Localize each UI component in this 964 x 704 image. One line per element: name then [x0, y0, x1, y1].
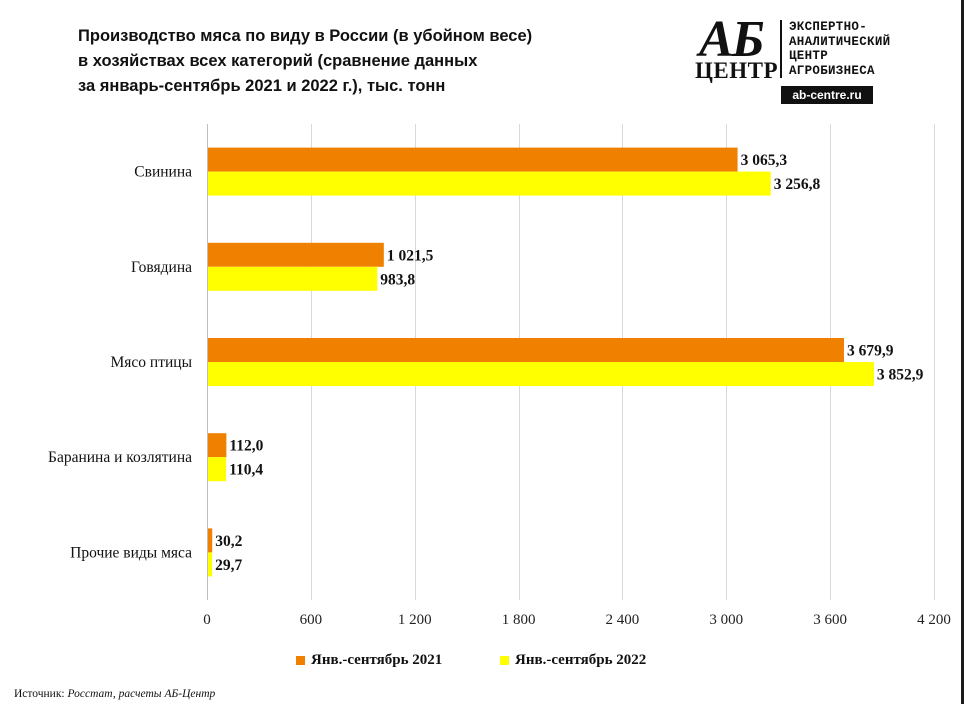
bar-s0-c0 [207, 147, 738, 172]
bar-s1-c2 [207, 362, 874, 386]
category-label-3: Баранина и козлятина [48, 449, 192, 466]
data-label-s0-c2: 3 679,9 [847, 343, 894, 360]
data-label-s1-c1: 983,8 [380, 271, 415, 288]
legend-swatch-2022 [500, 656, 509, 665]
logo-divider [780, 20, 782, 78]
chart-legend: Янв.-сентябрь 2021 Янв.-сентябрь 2022 [0, 652, 964, 672]
logo-text-line-4: АГРОБИЗНЕСА [789, 63, 875, 78]
bar-s0-c3 [207, 433, 227, 458]
data-label-s1-c3: 110,4 [229, 462, 263, 479]
x-tick-label-2: 1 200 [398, 612, 432, 628]
legend-item-2022: Янв.-сентябрь 2022 [500, 652, 646, 669]
category-label-0: Свинина [134, 164, 192, 181]
data-label-s0-c0: 3 065,3 [741, 152, 788, 169]
legend-label-2022: Янв.-сентябрь 2022 [515, 652, 647, 668]
x-tick-label-5: 3 000 [709, 612, 743, 628]
bar-s1-c3 [207, 457, 227, 482]
source-label: Источник: [14, 688, 65, 700]
data-label-s1-c4: 29,7 [215, 557, 242, 574]
data-label-s0-c3: 112,0 [229, 438, 263, 455]
data-label-s1-c0: 3 256,8 [774, 176, 821, 193]
data-label-s0-c4: 30,2 [215, 533, 242, 550]
logo-text-line-1: ЭКСПЕРТНО- [789, 20, 868, 34]
bar-s1-c1 [207, 266, 378, 291]
source-note: Источник: Росстат, расчеты АБ-Центр [14, 688, 215, 700]
category-label-1: Говядина [131, 259, 192, 276]
title-line-2: в хозяйствах всех категорий (сравнение д… [78, 52, 478, 70]
window-right-edge [961, 0, 964, 704]
ab-centre-logo: АБ ЦЕНТР ЭКСПЕРТНО- АНАЛИТИЧЕСКИЙ ЦЕНТР … [693, 11, 945, 106]
logo-mark-top: АБ [699, 11, 765, 68]
x-tick-label-1: 600 [300, 612, 323, 628]
bar-s1-c0 [207, 171, 771, 196]
x-tick-label-0: 0 [203, 612, 211, 628]
x-tick-label-4: 2 400 [606, 612, 640, 628]
legend-swatch-2021 [296, 656, 305, 665]
x-tick-label-7: 4 200 [917, 612, 951, 628]
bar-s1-c4 [207, 552, 213, 577]
logo-text-line-2: АНАЛИТИЧЕСКИЙ [789, 34, 891, 49]
title-line-1: Производство мяса по виду в России (в уб… [78, 27, 533, 45]
legend-item-2021: Янв.-сентябрь 2021 [296, 652, 442, 669]
chart-title: Производство мяса по виду в России (в уб… [78, 24, 678, 99]
bar-s0-c2 [207, 338, 844, 362]
source-text: Росстат, расчеты АБ-Центр [67, 688, 216, 700]
logo-text-line-3: ЦЕНТР [789, 49, 829, 63]
category-label-2: Мясо птицы [111, 354, 193, 371]
bar-s0-c1 [207, 242, 384, 267]
legend-label-2021: Янв.-сентябрь 2021 [311, 652, 443, 668]
logo-mark-bottom: ЦЕНТР [695, 58, 779, 83]
x-tick-label-3: 1 800 [502, 612, 536, 628]
x-tick-label-6: 3 600 [813, 612, 847, 628]
logo-text: ЭКСПЕРТНО- АНАЛИТИЧЕСКИЙ ЦЕНТР АГРОБИЗНЕ… [789, 20, 890, 78]
title-line-3: за январь-сентябрь 2021 и 2022 г.), тыс.… [78, 77, 446, 95]
data-label-s1-c2: 3 852,9 [877, 367, 924, 384]
bar-s0-c4 [207, 528, 213, 553]
logo-url[interactable]: ab-centre.ru [781, 86, 873, 104]
data-label-s0-c1: 1 021,5 [387, 247, 434, 264]
category-label-4: Прочие виды мяса [70, 544, 192, 561]
